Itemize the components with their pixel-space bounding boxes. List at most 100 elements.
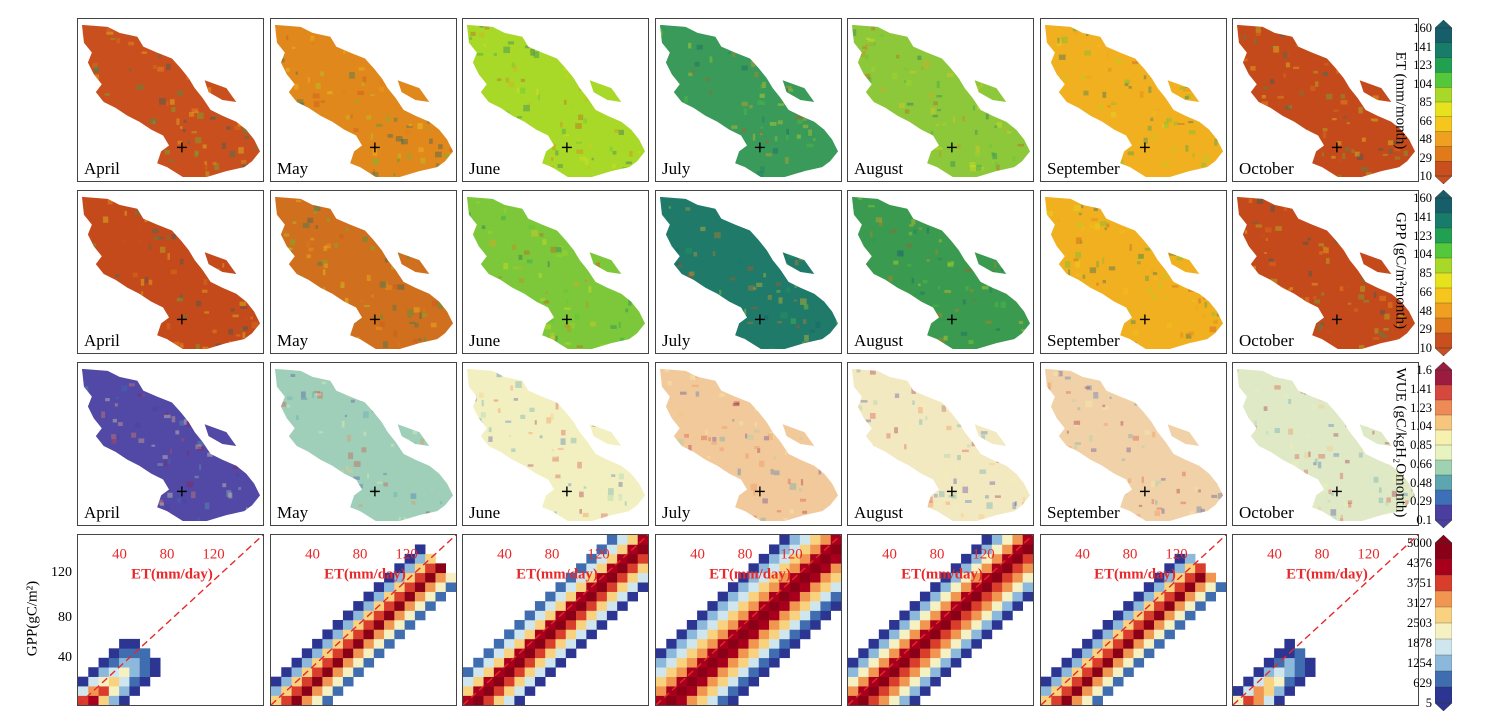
colorbar-tick-label: 2503 <box>1407 616 1432 630</box>
x-tick-label: 40 <box>882 547 897 563</box>
station-marker <box>561 142 572 153</box>
map-panel-gpp-september: September <box>1040 190 1227 354</box>
colorbar-label: GPP (gC/m²month) <box>1392 212 1409 329</box>
one-to-one-line <box>463 535 648 705</box>
x-tick-label: 80 <box>1315 547 1330 563</box>
density-cells <box>1233 638 1316 705</box>
map-et <box>851 24 1031 178</box>
density-cells <box>1041 553 1226 705</box>
month-label: May <box>277 503 309 522</box>
map-panel-wue-october: October <box>1232 362 1419 526</box>
x-tick-label: 120 <box>587 547 609 563</box>
colorbar-tick-label: 141 <box>1413 39 1432 54</box>
colorbar-tick-label: 104 <box>1413 247 1432 262</box>
month-label: April <box>84 331 120 350</box>
map-panel-et-may: May <box>270 18 457 182</box>
x-tick-label: 40 <box>690 547 705 563</box>
colorbar-tick-label: 123 <box>1413 228 1432 243</box>
x-tick-label: 120 <box>395 547 417 563</box>
station-marker <box>1139 314 1150 325</box>
map-gpp <box>1236 196 1416 350</box>
colorbar-tick-label: 0.66 <box>1410 456 1432 471</box>
colorbar-tick-label: 3127 <box>1407 596 1432 610</box>
x-tick-label: 40 <box>1267 547 1282 563</box>
x-axis-label: ET(mm/day) <box>516 566 598 582</box>
x-axis-label: ET(mm/day) <box>1286 566 1368 582</box>
map-et <box>1236 24 1416 178</box>
map-panel-wue-september: September <box>1040 362 1227 526</box>
month-label: August <box>854 503 904 522</box>
colorbar-tick-label: 1878 <box>1407 636 1432 650</box>
map-gpp <box>1044 196 1224 350</box>
density-panel-august: 40 80 120 ET(mm/day) <box>847 534 1034 706</box>
month-label: April <box>84 159 120 178</box>
month-label: May <box>277 159 309 178</box>
month-label: May <box>277 331 309 350</box>
x-tick-label: 120 <box>202 547 224 563</box>
x-tick-label: 120 <box>1165 547 1187 563</box>
month-label: July <box>662 503 691 522</box>
station-marker <box>1139 142 1150 153</box>
map-gpp <box>81 196 261 350</box>
colorbar-tick-label: 160 <box>1413 191 1432 205</box>
colorbar-et <box>1434 19 1453 185</box>
density-cells <box>656 535 841 705</box>
colorbar-tick-label: 29 <box>1419 322 1433 337</box>
station-marker <box>561 486 572 497</box>
station-marker <box>1139 486 1150 497</box>
x-axis-label: ET(mm/day) <box>901 566 983 582</box>
density-cells <box>78 638 161 705</box>
x-tick-label: 80 <box>353 547 368 563</box>
colorbar-wue <box>1434 361 1453 529</box>
station-marker <box>369 142 380 153</box>
colorbar-tick-label: 3751 <box>1407 576 1432 590</box>
colorbar-tick-label: 1254 <box>1407 656 1432 670</box>
colorbar-tick-label: 629 <box>1413 676 1432 690</box>
colorbar-tick-label: 141 <box>1413 209 1432 224</box>
density-plot: 40 80 120 ET(mm/day) <box>1041 535 1226 705</box>
one-to-one-line <box>1041 535 1226 705</box>
density-plot: 40 80 120 ET(mm/day) <box>463 535 648 705</box>
map-panel-gpp-june: June <box>462 190 649 354</box>
map-panel-wue-may: May <box>270 362 457 526</box>
colorbar-density <box>1434 534 1453 712</box>
map-wue <box>851 368 1031 522</box>
colorbar-tick-label: 104 <box>1413 76 1432 91</box>
colorbar-tick-label: 0.48 <box>1410 475 1432 490</box>
colorbar-tick-label: 66 <box>1419 113 1433 128</box>
colorbar-gpp <box>1434 189 1453 357</box>
density-panel-may: 40 80 120 ET(mm/day) <box>270 534 457 706</box>
colorbar-tick-label: 0.29 <box>1410 494 1432 509</box>
map-gpp <box>851 196 1031 350</box>
station-marker <box>176 142 187 153</box>
colorbar-tick-label: 4376 <box>1407 556 1432 570</box>
station-marker <box>754 486 765 497</box>
station-marker <box>754 142 765 153</box>
station-marker <box>946 486 957 497</box>
map-et <box>466 24 646 178</box>
map-panel-wue-august: August <box>847 362 1034 526</box>
map-wue <box>1236 368 1416 522</box>
month-label: August <box>854 159 904 178</box>
month-label: October <box>1239 159 1294 178</box>
station-marker <box>176 314 187 325</box>
map-wue <box>274 368 454 522</box>
colorbar-tick-label: 123 <box>1413 58 1432 72</box>
colorbar-tick-label: 48 <box>1419 303 1433 318</box>
x-tick-label: 120 <box>1357 547 1379 563</box>
colorbar-tick-label: 5 <box>1425 696 1432 710</box>
month-label: October <box>1239 331 1294 350</box>
colorbar-tick-label: 10 <box>1419 341 1433 355</box>
station-marker <box>561 314 572 325</box>
x-tick-label: 40 <box>112 547 127 563</box>
map-panel-wue-april: April <box>77 362 264 526</box>
station-marker <box>176 486 187 497</box>
month-label: July <box>662 159 691 178</box>
density-panel-september: 40 80 120 ET(mm/day) <box>1040 534 1227 706</box>
x-tick-label: 80 <box>1123 547 1138 563</box>
x-tick-label: 80 <box>160 547 175 563</box>
density-panel-june: 40 80 120 ET(mm/day) <box>462 534 649 706</box>
one-to-one-line <box>271 535 456 705</box>
x-axis-label: ET(mm/day) <box>1094 566 1176 582</box>
colorbar-tick-label: 29 <box>1419 150 1433 165</box>
